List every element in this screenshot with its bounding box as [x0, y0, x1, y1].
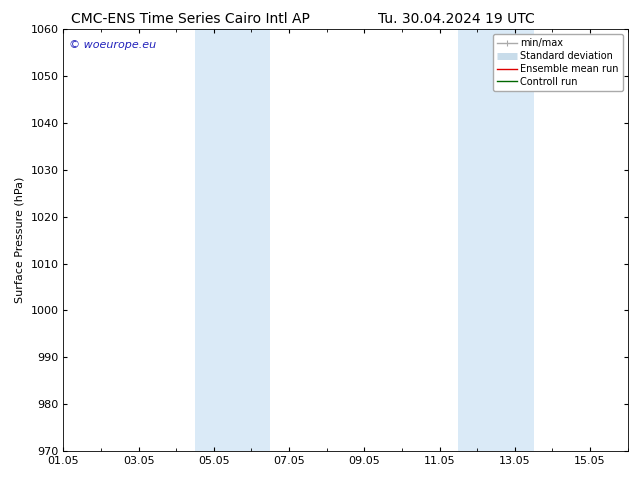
Bar — [458, 29, 534, 451]
Text: © woeurope.eu: © woeurope.eu — [69, 40, 156, 50]
Text: CMC-ENS Time Series Cairo Intl AP: CMC-ENS Time Series Cairo Intl AP — [71, 12, 309, 26]
Legend: min/max, Standard deviation, Ensemble mean run, Controll run: min/max, Standard deviation, Ensemble me… — [493, 34, 623, 91]
Y-axis label: Surface Pressure (hPa): Surface Pressure (hPa) — [15, 177, 25, 303]
Bar — [195, 29, 270, 451]
Text: Tu. 30.04.2024 19 UTC: Tu. 30.04.2024 19 UTC — [378, 12, 535, 26]
